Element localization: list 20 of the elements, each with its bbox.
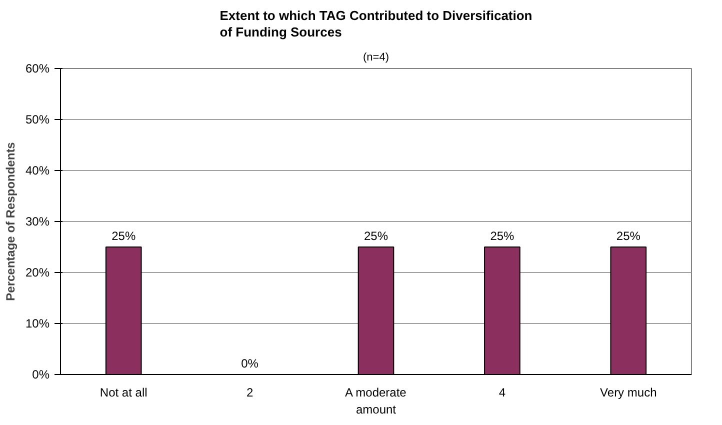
x-tick-label: Very much <box>600 386 657 400</box>
y-tick-label: 30% <box>25 214 50 228</box>
data-label: 25% <box>490 229 515 243</box>
y-axis-title: Percentage of Respondents <box>3 142 18 301</box>
x-tick-label: A moderate amount <box>344 386 407 416</box>
y-tick-label: 50% <box>25 112 50 126</box>
x-tick-label: Not at all <box>100 386 148 400</box>
data-label: 25% <box>616 229 641 243</box>
y-tick-label: 60% <box>25 62 50 76</box>
data-label: 0% <box>241 356 259 370</box>
chart-title: Extent to which TAG Contributed to Diversification of Funding Sources <box>220 8 532 40</box>
data-label: 25% <box>364 229 388 243</box>
y-tick-label: 20% <box>25 266 50 280</box>
x-tick-label: 2 <box>246 386 254 400</box>
y-tick-label: 40% <box>25 164 50 178</box>
data-label: 25% <box>112 229 136 243</box>
x-tick-label: 4 <box>498 386 506 400</box>
chart-subtitle: (n=4) <box>363 52 390 64</box>
y-tick-label: 0% <box>32 368 50 382</box>
y-tick-label: 10% <box>25 316 50 330</box>
